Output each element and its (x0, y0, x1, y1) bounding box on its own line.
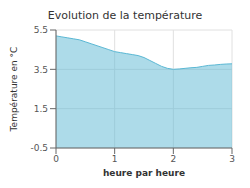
svg-text:Température en °C: Température en °C (9, 47, 19, 133)
svg-text:1.5: 1.5 (34, 104, 48, 114)
svg-text:5.5: 5.5 (34, 25, 48, 35)
svg-text:3: 3 (229, 154, 235, 164)
svg-text:0: 0 (53, 154, 59, 164)
svg-text:3.5: 3.5 (34, 65, 48, 75)
svg-text:-0.5: -0.5 (30, 143, 48, 153)
svg-text:heure par heure: heure par heure (103, 168, 185, 178)
svg-text:2: 2 (170, 154, 176, 164)
html-text:Evolution de la température: Evolution de la température (47, 9, 203, 22)
svg-text:1: 1 (112, 154, 118, 164)
